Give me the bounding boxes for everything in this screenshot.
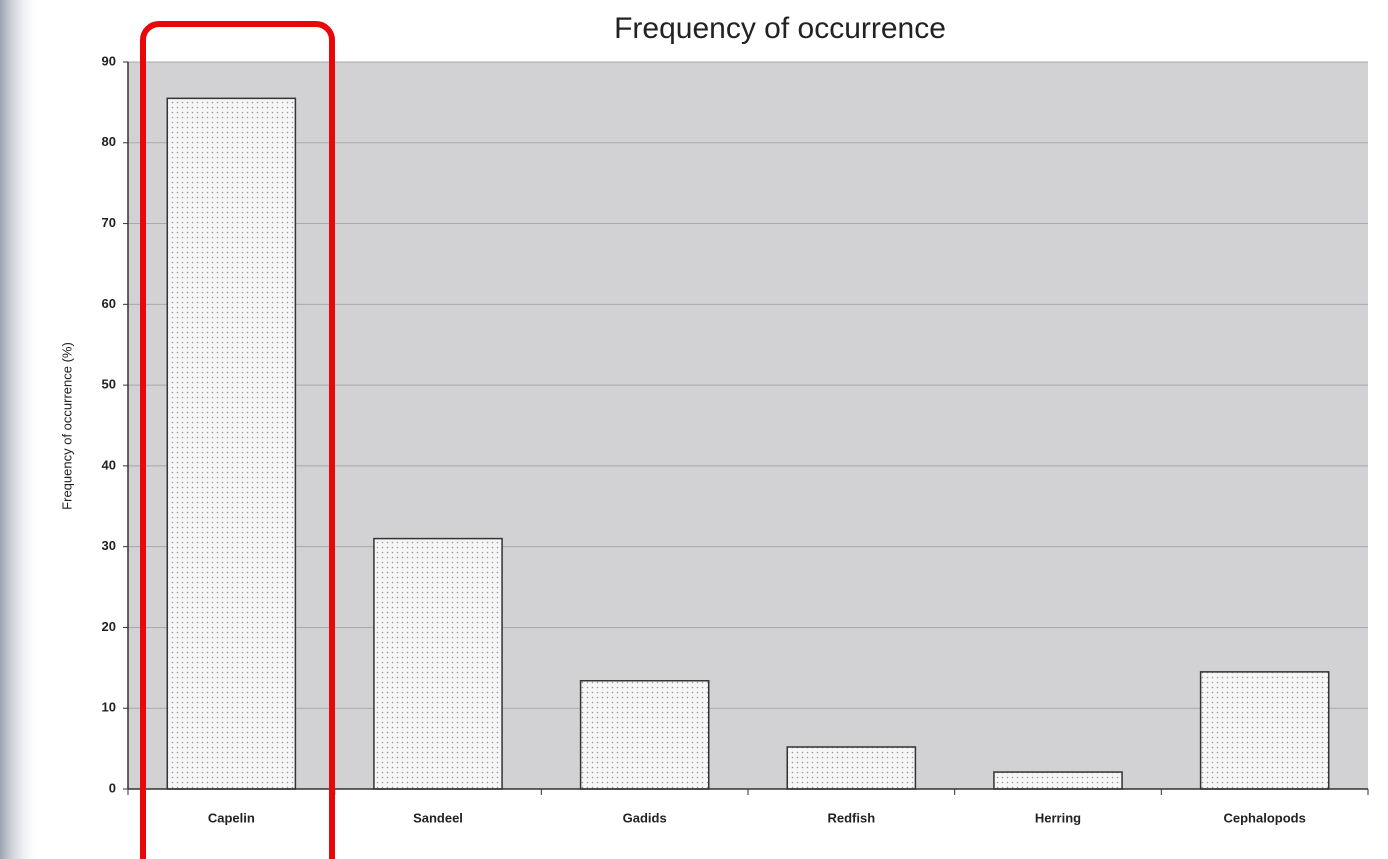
- bar: [373, 537, 503, 790]
- y-tick-label: 60: [102, 296, 116, 311]
- background-edge: [0, 0, 40, 859]
- bar: [579, 680, 710, 790]
- x-tick-label: Capelin: [208, 810, 255, 825]
- bar: [1199, 671, 1330, 790]
- bar: [166, 97, 297, 790]
- y-tick-label: 10: [102, 700, 116, 715]
- y-tick-label: 90: [102, 53, 116, 68]
- y-tick-label: 0: [109, 780, 116, 795]
- plot-area: [128, 62, 1368, 789]
- x-tick-label: Gadids: [623, 810, 667, 825]
- bar: [786, 746, 917, 790]
- x-tick-label: Sandeel: [413, 810, 463, 825]
- y-tick-label: 20: [102, 619, 116, 634]
- highlight-box: [140, 21, 335, 859]
- x-tick-label: Herring: [1035, 810, 1081, 825]
- labels: 0 10 20 30 40 50 60 70 80 90 Capelin Sandeel Gadids R…: [102, 53, 1369, 825]
- x-tick-label: Cephalopods: [1223, 810, 1305, 825]
- y-tick-label: 70: [102, 215, 116, 230]
- y-tick-label: 80: [102, 134, 116, 149]
- y-axis-label: Frequency of occurrence (%): [59, 342, 74, 510]
- y-tick-label: 30: [102, 538, 116, 553]
- bar: [993, 771, 1123, 790]
- y-tick-label: 50: [102, 377, 116, 392]
- y-tick-label: 40: [102, 457, 116, 472]
- x-tick-label: Redfish: [827, 810, 875, 825]
- chart-title: Frequency of occurrence: [614, 12, 946, 45]
